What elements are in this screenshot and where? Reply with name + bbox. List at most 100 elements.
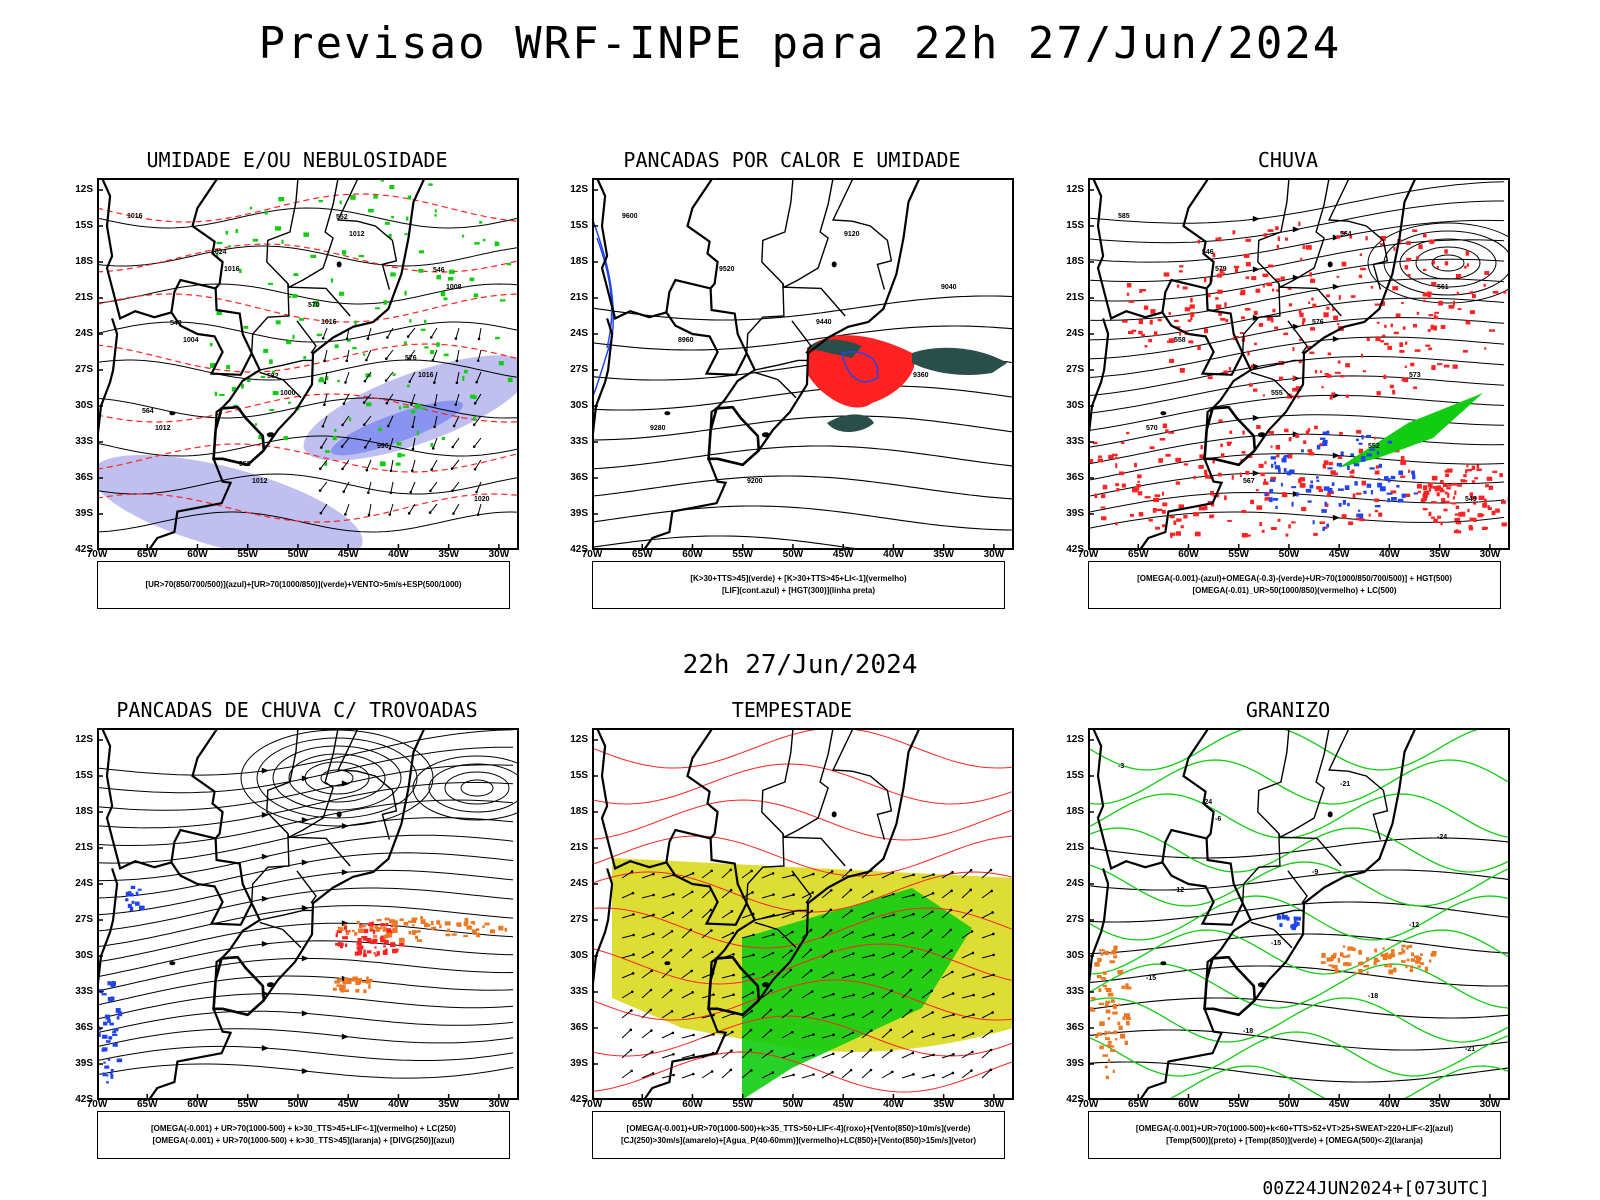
height-labels: 585 579 576 573 570 567 564 561 558 555 552 549 546 <box>1118 213 1477 503</box>
contour-label: -12 <box>1409 922 1419 929</box>
contour-label: 576 <box>1312 319 1324 326</box>
temperature-labels: -3 -6 -9 -12 -15 -18 -21 -24 -12 -15 -18 -21 -24 <box>1118 763 1475 1053</box>
longitude-label: 30W <box>488 1099 510 1110</box>
rain-omega-area <box>1420 463 1510 534</box>
longitude-label: 45W <box>337 1099 359 1110</box>
state-border <box>754 909 807 921</box>
longitude-label: 35W <box>933 549 954 560</box>
country-border <box>1091 178 1244 376</box>
uruguay-border <box>707 955 761 1017</box>
height-contour <box>592 475 1013 500</box>
latitude-label: 15S <box>570 770 588 781</box>
state-border <box>337 728 398 840</box>
latitude-label: 18S <box>1066 806 1084 817</box>
state-border <box>251 728 299 904</box>
latitude-label: 15S <box>570 220 588 231</box>
latitude-label: 18S <box>75 256 93 267</box>
country-border <box>1091 728 1244 926</box>
panel-title: UMIDADE E/OU NEBULOSIDADE <box>146 148 448 172</box>
latitude-label: 30S <box>75 400 93 411</box>
latitude-label: 39S <box>570 1058 588 1069</box>
latitude-label: 42S <box>75 544 93 555</box>
latitude-label: 39S <box>75 508 93 519</box>
state-border <box>1278 178 1330 289</box>
latitude-label: 39S <box>75 1058 93 1069</box>
contour-label: 9120 <box>844 231 860 238</box>
latitude-label: 39S <box>1066 1058 1084 1069</box>
country-border <box>170 278 216 313</box>
legend-line: [CJ(250)>30m/s](amarelo)+[Agua_P(40-60mm… <box>620 1136 976 1145</box>
state-border <box>1278 728 1330 839</box>
temp-850-contour <box>1088 827 1509 873</box>
lifted-index-contour <box>841 351 879 383</box>
contour-label: 564 <box>142 408 154 415</box>
longitude-label: 60W <box>1178 1099 1199 1110</box>
state-border <box>259 909 312 921</box>
lake <box>336 811 342 818</box>
lake <box>336 261 342 268</box>
convection-area <box>333 976 373 994</box>
contour-label: 1024 <box>211 249 227 256</box>
temp-850-contour <box>1088 1031 1509 1077</box>
contour-label: -15 <box>1271 940 1281 947</box>
map-border <box>97 178 519 550</box>
thickness-contour <box>97 193 518 223</box>
lake <box>761 432 770 438</box>
contour-label: 9200 <box>747 478 763 485</box>
latitude-label: 27S <box>570 364 588 375</box>
state-border <box>288 836 351 867</box>
latitude-label: 12S <box>1066 734 1084 745</box>
longitude-label: 70W <box>1077 1099 1099 1110</box>
lake <box>1327 261 1333 268</box>
state-border <box>782 178 834 289</box>
height-contour <box>592 295 1013 321</box>
latitude-label: 15S <box>75 220 93 231</box>
contour-label: 1004 <box>183 337 199 344</box>
pressure-contour <box>97 397 518 419</box>
pressure-contour <box>97 511 518 533</box>
upper-high-center <box>412 755 519 821</box>
state-border <box>782 728 834 839</box>
precipitable-water-contour <box>592 763 1013 805</box>
forecast-panel: UMIDADE E/OU NEBULOSIDADE 1016 1016 1016 101… <box>57 148 537 648</box>
longitude-label: 65W <box>631 549 653 560</box>
country-border <box>665 828 711 863</box>
strong-wind-area <box>742 888 972 1100</box>
map-background <box>97 728 519 1100</box>
longitude-label: 40W <box>1379 549 1400 560</box>
longitude-label: 35W <box>1429 549 1450 560</box>
lifted-index-contour <box>596 237 613 349</box>
country-border <box>595 178 748 376</box>
longitude-label: 55W <box>237 549 258 560</box>
convection-area <box>337 916 508 943</box>
longitude-label: 35W <box>438 1099 459 1110</box>
lake <box>1160 961 1167 966</box>
longitude-label: 70W <box>86 1099 108 1110</box>
state-border <box>754 371 797 399</box>
map-border <box>1088 178 1510 550</box>
contour-label: -18 <box>1368 993 1378 1000</box>
longitude-label: 70W <box>86 549 108 560</box>
map-overlays: -3 -6 -9 -12 -15 -18 -21 -24 -12 -15 -18 -21 -24 <box>1088 728 1509 1100</box>
longitude-label: 35W <box>1429 1099 1450 1110</box>
state-border <box>259 371 302 399</box>
pressure-contour <box>97 283 518 305</box>
latitude-label: 12S <box>75 184 93 195</box>
state-border <box>1279 286 1342 317</box>
panel-title: TEMPESTADE <box>731 698 853 722</box>
latitude-label: 24S <box>570 878 588 889</box>
pressure-contour <box>97 359 518 381</box>
state-border <box>287 178 339 289</box>
contour-label: 9040 <box>941 284 957 291</box>
lake <box>1257 982 1266 988</box>
latitude-label: 39S <box>570 508 588 519</box>
contour-label: 9360 <box>913 372 929 379</box>
instability-margin <box>827 414 874 433</box>
state-border <box>1287 870 1308 904</box>
longitude-label: 45W <box>1328 1099 1350 1110</box>
contour-label: 1016 <box>127 213 143 220</box>
uruguay-border <box>1203 405 1257 467</box>
state-border <box>288 286 351 317</box>
map-overlays: 585 579 576 573 570 567 564 561 558 555 552 549 546 <box>1088 178 1510 550</box>
longitude-label: 65W <box>631 1099 653 1110</box>
